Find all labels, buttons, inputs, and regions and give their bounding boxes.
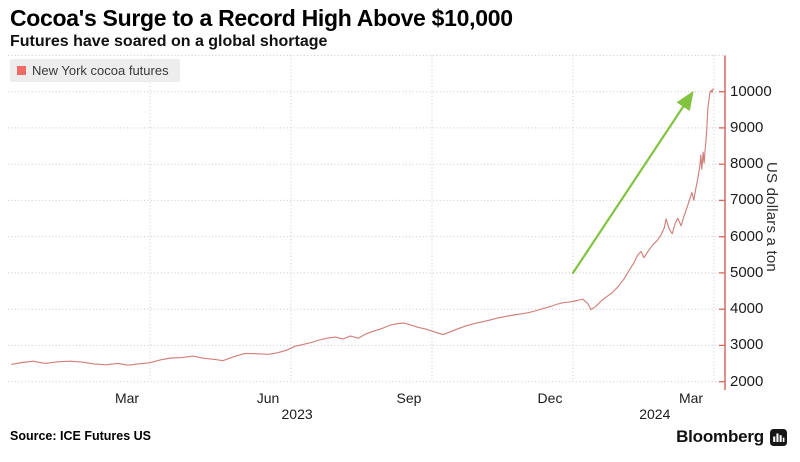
y-axis-tick-label: 3000 [730, 336, 764, 354]
right-price-axis [719, 55, 726, 390]
y-axis-tick-label: 2000 [730, 372, 764, 390]
gridlines [8, 54, 725, 383]
surge-arrow-annotation [571, 90, 694, 274]
y-axis-tick-label: 10000 [730, 82, 772, 100]
chart-title: Cocoa's Surge to a Record High Above $10… [10, 5, 513, 31]
y-axis-tick-label: 4000 [730, 300, 764, 318]
x-axis-year-label: 2023 [281, 406, 313, 422]
legend: New York cocoa futures [10, 59, 180, 82]
y-axis-tick-label: 5000 [730, 263, 764, 281]
x-axis-month-label: Mar [114, 390, 140, 406]
x-axis-month-label: Sep [396, 390, 422, 406]
x-axis-month-label: Dec [537, 390, 563, 406]
x-axis-month-label: Jun [256, 390, 280, 406]
chart-subtitle: Futures have soared on a global shortage [10, 33, 328, 50]
bloomberg-logo: Bloomberg [676, 427, 787, 447]
legend-label: New York cocoa futures [32, 63, 169, 78]
legend-swatch-icon [17, 66, 26, 75]
price-line-series [11, 88, 714, 366]
y-axis-tick-label: 8000 [730, 155, 764, 173]
y-axis-title: US dollars a ton [763, 162, 780, 272]
source-note: Source: ICE Futures US [10, 429, 151, 443]
y-axis-tick-label: 7000 [730, 191, 764, 209]
y-axis-tick-label: 9000 [730, 118, 764, 136]
bloomberg-wordmark: Bloomberg [676, 427, 764, 446]
x-axis-year-label: 2024 [639, 406, 671, 422]
bloomberg-mark-icon [770, 428, 787, 446]
x-axis-month-label: Mar [678, 390, 704, 406]
y-axis-tick-label: 6000 [730, 227, 764, 245]
